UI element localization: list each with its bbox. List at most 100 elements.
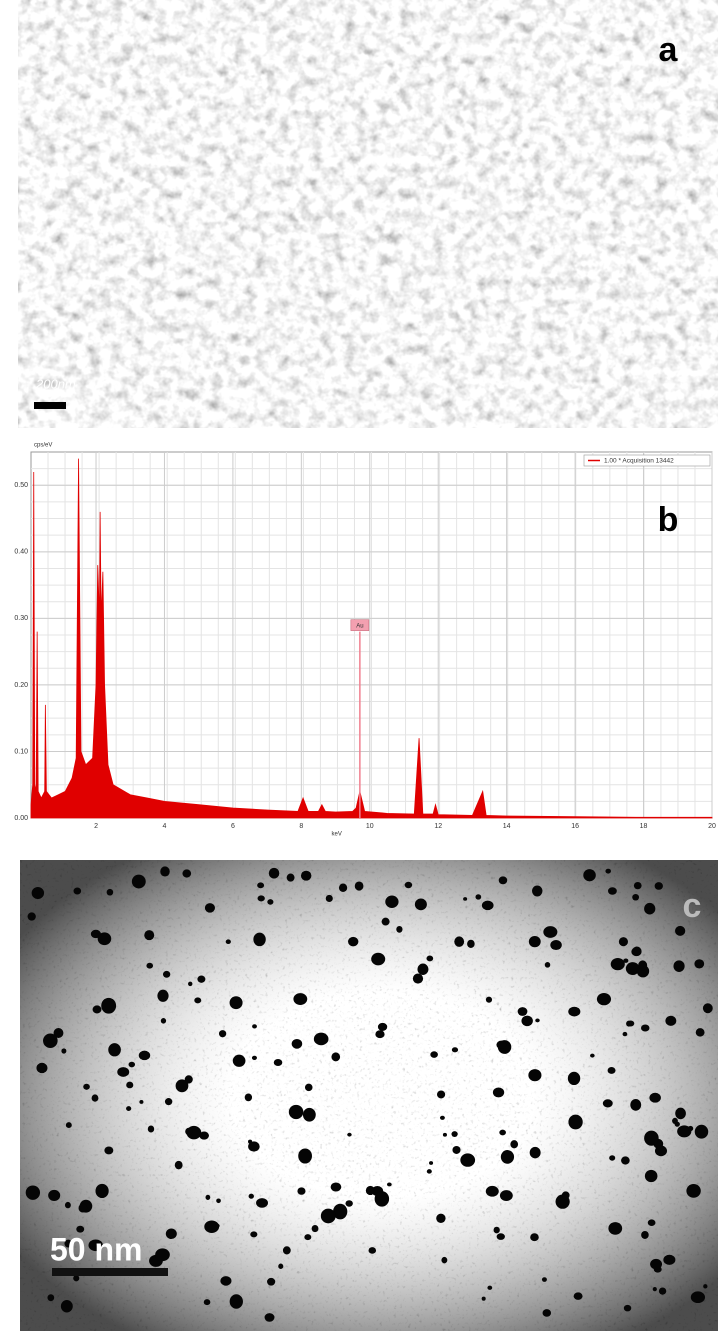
particle: [377, 1022, 388, 1031]
particle: [126, 1081, 134, 1089]
particle: [381, 917, 390, 926]
particle: [368, 1247, 377, 1254]
particle: [297, 1187, 306, 1195]
particle: [498, 876, 508, 885]
particle: [83, 1083, 90, 1090]
particle: [608, 1222, 623, 1235]
particle: [436, 1213, 446, 1223]
particle: [155, 1248, 170, 1262]
particle: [31, 886, 45, 900]
particle: [517, 1007, 528, 1016]
particle: [467, 939, 475, 948]
particle: [76, 1225, 85, 1233]
particle: [607, 887, 617, 895]
particle: [561, 1191, 570, 1200]
particle: [385, 895, 399, 908]
particle: [687, 1125, 694, 1132]
particle: [430, 1051, 438, 1058]
particle: [414, 898, 427, 911]
particle: [25, 1185, 41, 1200]
particle: [304, 1083, 313, 1092]
particle: [278, 1263, 284, 1269]
particle: [146, 962, 154, 969]
particle: [78, 1203, 88, 1213]
particle: [374, 1191, 390, 1207]
particle: [607, 1067, 616, 1074]
particle: [92, 1005, 102, 1014]
y-tick-label: 0.40: [14, 549, 28, 556]
x-tick-label: 14: [503, 823, 511, 830]
particle: [304, 1234, 312, 1241]
x-tick-label: 20: [708, 823, 716, 830]
particle: [162, 970, 171, 978]
particle: [454, 936, 465, 947]
particle: [325, 894, 333, 903]
particle: [354, 881, 364, 891]
particle: [194, 997, 202, 1004]
particle: [174, 1160, 183, 1170]
particle: [694, 1124, 709, 1139]
particle: [282, 1246, 291, 1255]
particle: [232, 1054, 246, 1067]
particle: [298, 1148, 312, 1164]
particle: [203, 1299, 211, 1306]
particle: [268, 867, 280, 879]
particle: [97, 932, 112, 946]
particle: [204, 903, 216, 913]
particle: [267, 1277, 276, 1286]
particle: [550, 940, 562, 951]
particle: [64, 1201, 71, 1209]
scale-label: 200nm: [35, 376, 76, 391]
particle: [216, 1198, 221, 1204]
legend-label: 1.00 * Acquisition 13442: [604, 458, 674, 465]
particle: [487, 1285, 493, 1290]
particle: [690, 1291, 706, 1304]
particle: [320, 1208, 336, 1224]
particle: [590, 1053, 595, 1058]
particle: [485, 996, 493, 1003]
x-tick-label: 18: [640, 823, 648, 830]
element-box: [350, 619, 370, 631]
particle: [365, 1185, 375, 1196]
y-tick-label: 0.20: [14, 682, 28, 689]
particle: [138, 1050, 151, 1061]
particle: [101, 997, 117, 1014]
particle: [499, 1129, 506, 1136]
particle: [542, 1309, 552, 1317]
particle: [658, 1287, 667, 1295]
particle: [73, 887, 82, 895]
x-tick-label: 8: [299, 823, 303, 830]
particle: [229, 1294, 243, 1309]
particle: [452, 1145, 461, 1154]
particle: [632, 946, 642, 956]
particle: [426, 955, 434, 962]
particle: [442, 1132, 447, 1137]
particle: [175, 1079, 189, 1093]
scale-bar: [52, 1268, 168, 1276]
particle: [675, 925, 686, 936]
particle: [675, 1107, 686, 1120]
particle: [496, 1040, 507, 1049]
particle: [64, 1239, 73, 1248]
particle: [618, 937, 628, 947]
x-tick-label: 12: [434, 823, 442, 830]
particle: [104, 1146, 114, 1155]
x-tick-label: 4: [163, 823, 167, 830]
spectrum-area: [30, 458, 713, 819]
particle: [665, 1015, 677, 1026]
particle: [88, 1239, 103, 1252]
particle: [641, 1230, 649, 1239]
particle: [108, 1043, 121, 1057]
particle: [460, 1153, 476, 1167]
x-axis-label: keV: [332, 832, 342, 838]
particle: [686, 1183, 701, 1198]
particle: [160, 1017, 167, 1024]
particle: [256, 1198, 268, 1208]
particle: [215, 1223, 220, 1228]
particle: [596, 993, 612, 1006]
particle: [404, 881, 413, 889]
particle: [481, 900, 494, 911]
particle: [694, 959, 705, 969]
particle: [131, 874, 146, 889]
